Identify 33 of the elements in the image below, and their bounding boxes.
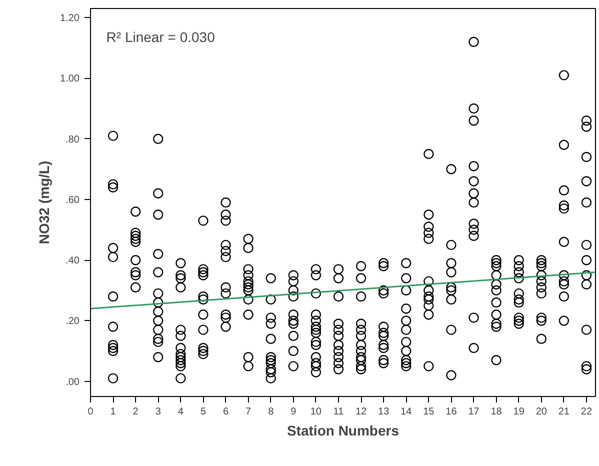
- annotation: R² Linear = 0.030: [106, 28, 216, 45]
- x-tick-label: 19: [513, 406, 525, 418]
- x-tick-label: 6: [222, 406, 229, 418]
- x-tick-label: 15: [423, 406, 435, 418]
- x-tick-label: 16: [446, 406, 458, 418]
- y-tick-label: 1.00: [60, 74, 80, 85]
- x-tick-label: 12: [355, 406, 368, 418]
- x-tick-label: 14: [400, 406, 412, 418]
- x-tick-label: 17: [468, 406, 480, 418]
- y-tick-label: .20: [66, 316, 80, 328]
- x-tick-label: 7: [246, 406, 252, 418]
- x-tick-label: 4: [178, 406, 184, 418]
- x-tick-label: 8: [268, 406, 274, 418]
- y-tick-label: .80: [66, 134, 80, 146]
- x-tick-label: 18: [490, 406, 502, 418]
- x-tick-label: 13: [378, 406, 390, 418]
- x-tick-label: 11: [333, 406, 344, 418]
- x-tick-label: 22: [580, 406, 592, 418]
- y-axis-title: NO32 (mg/L): [36, 160, 52, 244]
- y-tick-label: 1.20: [60, 13, 80, 24]
- x-tick-label: 9: [290, 406, 297, 418]
- x-tick-label: 3: [155, 406, 162, 418]
- x-tick-label: 20: [536, 406, 548, 418]
- y-tick-label: .40: [66, 256, 80, 267]
- x-tick-label: 2: [132, 406, 139, 418]
- x-axis-title: Station Numbers: [286, 422, 400, 438]
- y-tick-label: .00: [66, 376, 80, 388]
- x-tick-label: 1: [110, 406, 116, 418]
- x-tick-label: 21: [558, 406, 570, 418]
- y-tick-label: .60: [66, 194, 80, 206]
- x-tick-label: 0: [88, 406, 94, 418]
- x-tick-label: 10: [310, 406, 322, 418]
- x-tick-label: 5: [200, 406, 206, 418]
